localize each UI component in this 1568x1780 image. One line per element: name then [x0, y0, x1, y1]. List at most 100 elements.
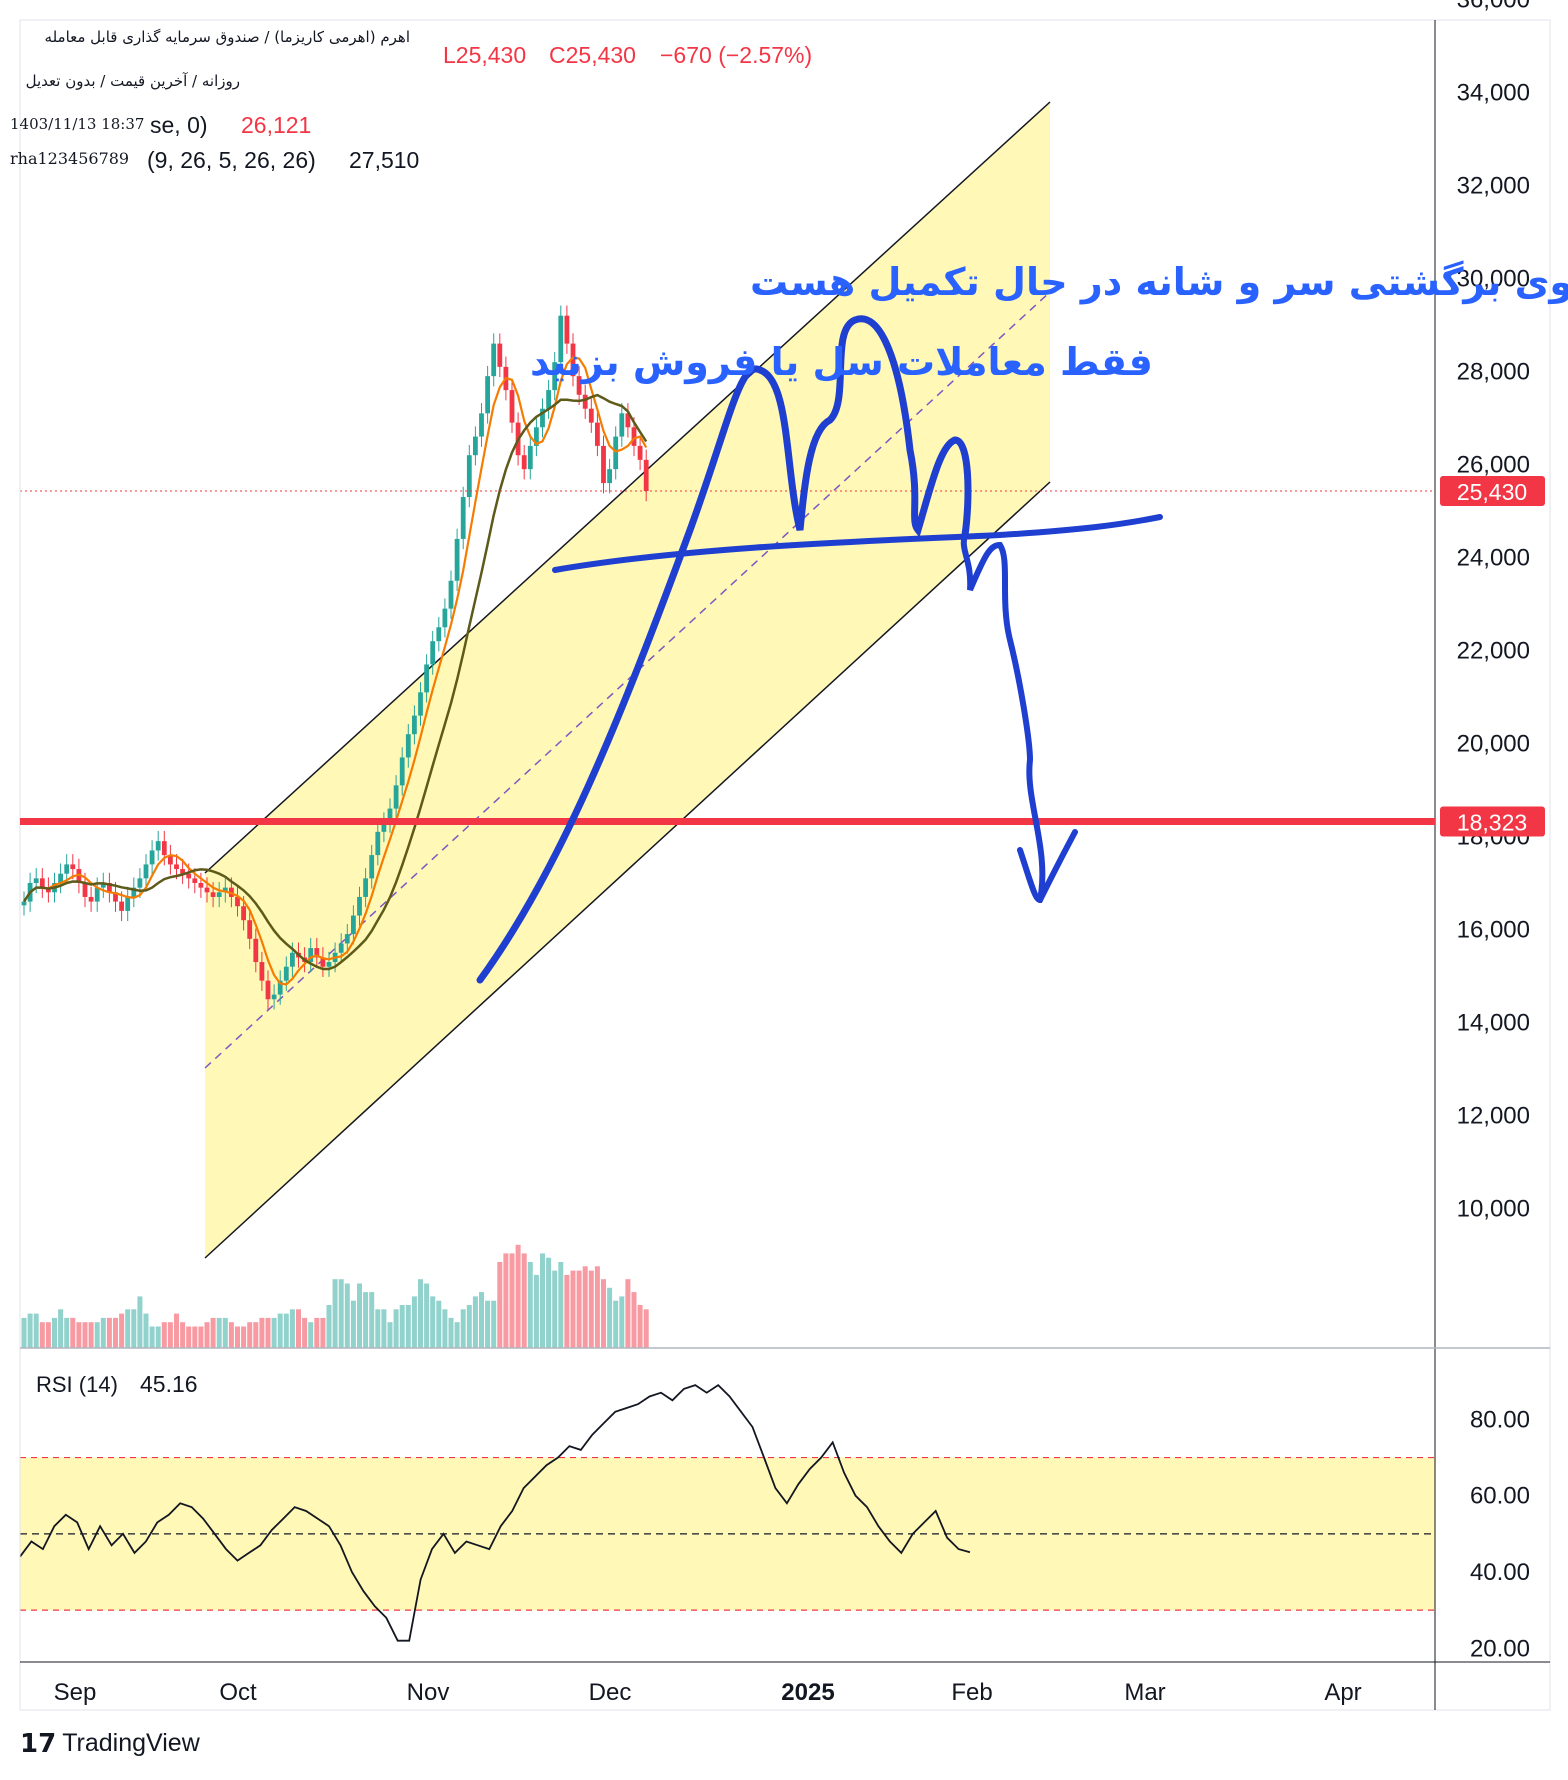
- volume-bar: [503, 1253, 509, 1348]
- volume-bar: [533, 1274, 539, 1348]
- volume-bar: [125, 1309, 131, 1348]
- tradingview-brand: TradingView: [62, 1729, 200, 1757]
- axes: 36,000 34,000 32,000 30,000 28,000 26,000 24,0…: [19, 0, 1551, 1711]
- volume-bar: [466, 1305, 472, 1348]
- candle-body: [277, 980, 283, 995]
- time-tick-label: 2025: [781, 1679, 834, 1706]
- candle-body: [113, 892, 118, 902]
- volume-bar: [271, 1317, 277, 1348]
- candle-body: [94, 887, 100, 902]
- volume-bar: [479, 1292, 484, 1348]
- candle-body: [637, 445, 643, 460]
- candle-body: [527, 445, 533, 470]
- price-tick-label: 34,000: [1457, 80, 1530, 107]
- annotation-line-2: فقط معاملات سل یا فروش بزنید: [530, 340, 1153, 385]
- head-shoulders-sketch: [476, 315, 972, 984]
- candle-body: [235, 896, 240, 907]
- volume-bar: [283, 1313, 289, 1348]
- volume-bar: [131, 1309, 137, 1348]
- candle-body: [607, 469, 612, 484]
- volume-bar: [472, 1296, 478, 1348]
- volume-bar: [33, 1313, 39, 1348]
- candle-body: [405, 734, 411, 758]
- volume-bar: [174, 1313, 179, 1348]
- candle-body: [344, 934, 350, 944]
- candle-body: [454, 538, 460, 581]
- candle-body: [216, 892, 222, 897]
- candle-body: [558, 315, 564, 363]
- volume-bar: [277, 1313, 283, 1348]
- candle-body: [466, 455, 472, 498]
- candle-body: [210, 892, 216, 897]
- volume-bar: [619, 1296, 625, 1348]
- candle-body: [631, 427, 637, 446]
- price-tick-label: 28,000: [1457, 359, 1530, 386]
- volume-bar: [576, 1270, 582, 1348]
- volume-bar: [594, 1266, 600, 1348]
- volume-bar: [39, 1322, 45, 1348]
- candle-body: [241, 906, 246, 921]
- author-name: rha123456789: [10, 149, 130, 168]
- volume-bar: [601, 1279, 606, 1348]
- volume-bar: [155, 1326, 161, 1348]
- volume-bar: [119, 1313, 125, 1348]
- volume-bar: [100, 1317, 106, 1348]
- time-tick-label: Apr: [1324, 1679, 1361, 1706]
- volume-bar: [338, 1279, 344, 1348]
- ma-value: 26,121: [241, 112, 312, 138]
- volume-bar: [436, 1300, 442, 1348]
- symbol-title: اهرم (اهرمی کاریزما) / صندوق سرمایه گذار…: [44, 28, 410, 46]
- volume-bar: [137, 1296, 143, 1348]
- volume-bar: [21, 1317, 27, 1348]
- volume-bar: [491, 1300, 497, 1348]
- last-price-badge: [1440, 476, 1545, 507]
- candle-body: [314, 948, 320, 958]
- price-tick-label: 26,000: [1457, 452, 1530, 479]
- ichimoku-value: 27,510: [349, 147, 420, 173]
- volume-bar: [357, 1283, 362, 1348]
- volume-bar: [411, 1296, 417, 1348]
- last-price-label: 25,430: [1457, 479, 1527, 505]
- volume-bar: [143, 1313, 149, 1348]
- volume-bar: [448, 1317, 454, 1348]
- candle-body: [107, 883, 112, 893]
- candle-body: [308, 948, 314, 963]
- rsi-tick-label: 60.00: [1470, 1483, 1530, 1510]
- candle-body: [64, 864, 70, 874]
- volume-bar: [369, 1292, 375, 1348]
- volume-bar: [326, 1305, 332, 1348]
- volume-bar: [161, 1322, 167, 1348]
- candle-body: [82, 883, 88, 897]
- price-tick-label: 12,000: [1457, 1103, 1530, 1130]
- candle-body: [473, 436, 478, 456]
- volume-bar: [613, 1300, 619, 1348]
- candle-body: [497, 343, 503, 367]
- volume-bar: [198, 1326, 204, 1348]
- volume-bar: [70, 1317, 76, 1348]
- candle-body: [595, 422, 600, 446]
- volume-bar: [424, 1283, 430, 1348]
- rsi-tick-label: 40.00: [1470, 1559, 1530, 1586]
- candle-body: [70, 864, 76, 870]
- tradingview-logo[interactable]: 𝟭𝟳 TradingView: [20, 1728, 200, 1759]
- candle-body: [222, 887, 228, 893]
- candle-body: [491, 343, 497, 377]
- price-tick-label: 32,000: [1457, 173, 1530, 200]
- volume-bar: [265, 1317, 271, 1348]
- volume-bar: [430, 1296, 436, 1348]
- candle-body: [576, 376, 582, 395]
- rsi-pane[interactable]: RSI (14) 45.16: [19, 1371, 1435, 1642]
- candle-body: [357, 896, 362, 916]
- candle-body: [119, 901, 124, 911]
- candle-body: [424, 664, 429, 693]
- candle-body: [509, 390, 515, 423]
- volume-bar: [637, 1305, 643, 1348]
- candle-body: [283, 966, 289, 981]
- candle-body: [271, 994, 277, 1000]
- volume-bar: [399, 1305, 405, 1348]
- volume-bar: [460, 1309, 466, 1348]
- candle-body: [540, 408, 545, 428]
- candle-body: [100, 883, 106, 888]
- tradingview-logo-icon: 𝟭𝟳: [20, 1728, 57, 1758]
